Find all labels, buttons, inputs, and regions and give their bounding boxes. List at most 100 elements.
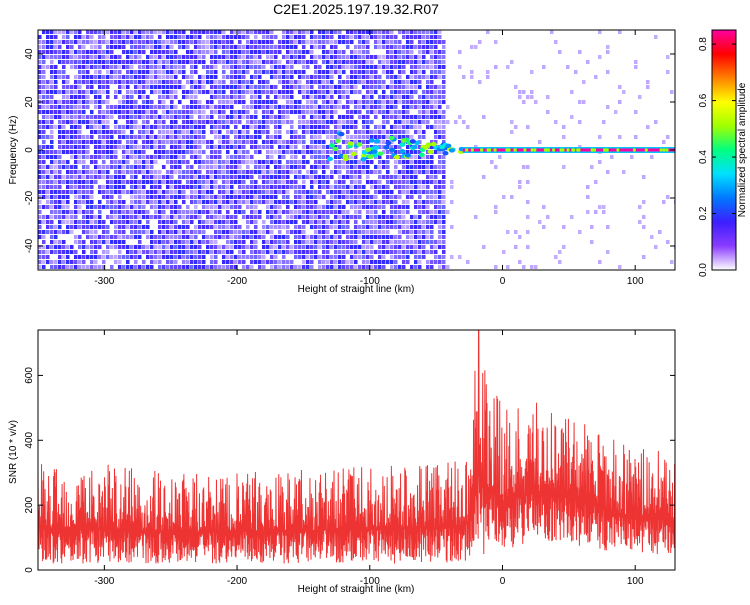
spectrogram-cell (66, 170, 70, 174)
spectrogram-cell (218, 155, 222, 159)
spectrogram-cell (298, 195, 302, 199)
spectrogram-cell (394, 45, 398, 49)
spectrogram-cell (406, 50, 410, 54)
spectrogram-cell (554, 255, 558, 259)
spectrogram-cell (50, 160, 54, 164)
spectrogram-cell (406, 235, 410, 239)
spectrogram-cell (394, 135, 398, 139)
spectrogram-cell (118, 125, 122, 129)
spectrogram-cell (302, 155, 306, 159)
spectrogram-cell (430, 50, 434, 54)
spectrogram-cell (398, 220, 402, 224)
spectrogram-cell (266, 150, 270, 154)
spectrogram-cell (238, 205, 242, 209)
spectrogram-cell (182, 160, 186, 164)
spectrogram-cell (142, 155, 146, 159)
spectrogram-cell (190, 135, 194, 139)
spectrogram-cell (158, 90, 162, 94)
spectrogram-cell (514, 125, 518, 129)
spectrogram-cell (46, 120, 50, 124)
spectrogram-cell (390, 245, 394, 249)
spectrogram-cell (318, 140, 322, 144)
spectrogram-cell (130, 110, 134, 114)
spectrogram-cell (274, 120, 278, 124)
spectrogram-cell (86, 95, 90, 99)
spectrogram-cell (310, 35, 314, 39)
spectrogram-cell (62, 135, 66, 139)
spectrogram-cell (218, 195, 222, 199)
spectrogram-cell (126, 100, 130, 104)
spectrogram-cell (330, 200, 334, 204)
spectrogram-cell (662, 140, 666, 144)
spectrogram-cell (398, 210, 402, 214)
spectrogram-cell (358, 45, 362, 49)
spectrogram-cell (50, 165, 54, 169)
spectrogram-cell (390, 250, 394, 254)
spectrogram-cell (178, 70, 182, 74)
signal-line-dot (616, 148, 620, 152)
spectrogram-cell (58, 265, 62, 269)
spectrogram-cell (102, 100, 106, 104)
spectrogram-cell (110, 175, 114, 179)
spectrogram-cell (138, 90, 142, 94)
spectrogram-cell (414, 60, 418, 64)
spectrogram-cell (362, 100, 366, 104)
spectrogram-cell (262, 190, 266, 194)
spectrogram-cell (410, 240, 414, 244)
spectrogram-cell (282, 180, 286, 184)
spectrogram-cell (358, 40, 362, 44)
spectrogram-cell (362, 135, 366, 139)
spectrogram-cell (78, 245, 82, 249)
spectrogram-cell (414, 155, 418, 159)
spectrogram-cell (206, 100, 210, 104)
spectrogram-cell (138, 210, 142, 214)
spectrogram-cell (198, 165, 202, 169)
spectrogram-cell (162, 55, 166, 59)
spectrogram-cell (406, 250, 410, 254)
spectrogram-cell (118, 105, 122, 109)
spectrogram-cell (246, 45, 250, 49)
spectrogram-cell (210, 160, 214, 164)
spectrogram-cell (182, 260, 186, 264)
spectrogram-cell (318, 165, 322, 169)
spectrogram-cell (426, 65, 430, 69)
spectrogram-cell (322, 75, 326, 79)
spectrogram-cell (174, 255, 178, 259)
spectrogram-cell (158, 80, 162, 84)
spectrogram-cell (426, 60, 430, 64)
spectrogram-cell (38, 260, 42, 264)
spectrogram-cell (302, 165, 306, 169)
spectrogram-cell (186, 220, 190, 224)
spectrogram-cell (218, 210, 222, 214)
spectrogram-cell (170, 185, 174, 189)
spectrogram-cell (322, 85, 326, 89)
spectrogram-cell (150, 105, 154, 109)
spectrogram-cell (270, 210, 274, 214)
spectrogram-cell (98, 65, 102, 69)
spectrogram-cell (178, 115, 182, 119)
spectrogram-cell (178, 65, 182, 69)
spectrogram-cell (178, 85, 182, 89)
spectrogram-cell (306, 205, 310, 209)
spectrogram-cell (158, 55, 162, 59)
spectrogram-cell (326, 220, 330, 224)
spectrogram-cell (74, 180, 78, 184)
spectrogram-cell (382, 190, 386, 194)
spectrogram-cell (166, 40, 170, 44)
spectrogram-cell (270, 90, 274, 94)
spectrogram-cell (130, 185, 134, 189)
spectrogram-cell (142, 190, 146, 194)
spectrogram-cell (46, 260, 50, 264)
spectrogram-cell (390, 155, 394, 159)
spectrogram-cell (74, 140, 78, 144)
spectrogram-cell (410, 155, 414, 159)
spectrogram-cell (402, 170, 406, 174)
spectrogram-cell (286, 230, 290, 234)
spectrogram-cell (106, 135, 110, 139)
spectrogram-cell (230, 220, 234, 224)
spectrogram-cell (182, 55, 186, 59)
spectrogram-cell (106, 90, 110, 94)
spectrogram-cell (194, 30, 198, 34)
spectrogram-cell (382, 175, 386, 179)
spectrogram-cell (98, 30, 102, 34)
